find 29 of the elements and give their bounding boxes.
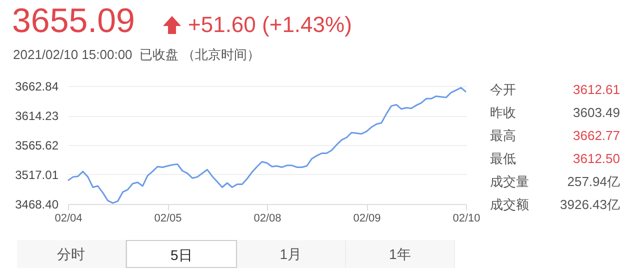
text: 3662.77 — [573, 127, 620, 145]
text: 3926.43亿 — [560, 196, 620, 214]
text: 3612.50 — [573, 150, 620, 168]
y-tick-label: 3662.84 — [15, 80, 59, 94]
text: 257.94亿 — [567, 173, 620, 191]
text: 成交额 — [490, 196, 529, 214]
y-tick-label: 3468.40 — [15, 198, 59, 212]
x-tick-label: 02/04 — [54, 212, 82, 224]
text: 最高 — [490, 127, 516, 145]
text: 1月 — [236, 240, 346, 268]
text: 3603.49 — [573, 104, 620, 122]
y-tick-label: 3565.62 — [15, 138, 59, 152]
text: 1年 — [346, 240, 455, 268]
text: 昨收 — [490, 104, 516, 122]
text: 最低 — [490, 150, 516, 168]
x-tick-label: 02/09 — [353, 212, 381, 224]
text: 分时 — [17, 240, 126, 268]
text: 成交量 — [490, 173, 529, 191]
text: 3612.61 — [573, 81, 620, 99]
chart-subtitle: +51.60 (+1.43%) — [188, 12, 352, 38]
x-tick-label: 02/10 — [452, 212, 480, 224]
text: 5日 — [126, 240, 236, 268]
x-tick-label: 02/08 — [254, 212, 282, 224]
y-tick-label: 3614.23 — [15, 109, 59, 123]
x-tick-label: 02/05 — [154, 212, 182, 224]
chart-title: 3655.09 — [12, 2, 135, 41]
text: 今开 — [490, 81, 516, 99]
text: 2021/02/10 15:00:00 已收盘 （北京时间） — [13, 46, 260, 64]
y-tick-label: 3517.01 — [15, 168, 59, 182]
